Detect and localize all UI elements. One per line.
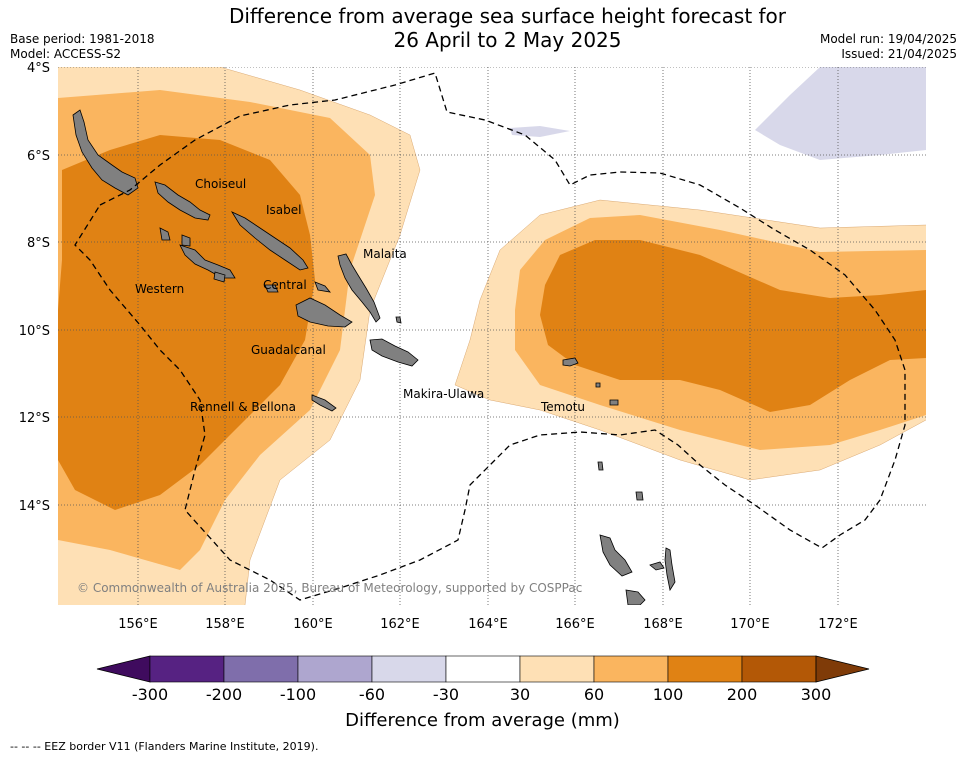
- colorbar-label: 30: [510, 685, 530, 704]
- vanikoro-island: [609, 399, 619, 406]
- label-makira-ulawa: Makira-Ulawa: [403, 387, 484, 401]
- colorbar-swatches: [96, 655, 870, 683]
- vella-lavella-island: [159, 227, 171, 241]
- colorbar-swatch: [371, 655, 447, 683]
- colorbar-label: -60: [359, 685, 385, 704]
- colorbar-label: -100: [280, 685, 316, 704]
- lat-tick: 14°S: [19, 499, 50, 514]
- issued-date: Issued: 21/04/2025: [841, 47, 957, 61]
- colorbar-swatch: [741, 655, 817, 683]
- florida-islands: [314, 281, 331, 293]
- lon-tick: 168°E: [643, 617, 683, 632]
- label-central: Central: [263, 278, 307, 292]
- colorbar-extend-low: [96, 655, 151, 683]
- colorbar-swatch: [519, 655, 595, 683]
- longitude-tick-labels: 156°E 158°E 160°E 162°E 164°E 166°E 168°…: [118, 617, 858, 632]
- lon-tick: 172°E: [818, 617, 858, 632]
- title-line-2: 26 April to 2 May 2025: [393, 28, 622, 52]
- lon-tick: 170°E: [730, 617, 770, 632]
- model-name: Model: ACCESS-S2: [10, 47, 122, 61]
- lon-tick: 162°E: [380, 617, 420, 632]
- eastern-anomaly-100-200: [540, 240, 926, 412]
- base-period: Base period: 1981-2018: [10, 32, 155, 46]
- title-line-1: Difference from average sea surface heig…: [228, 4, 787, 28]
- eez-footnote: -- -- -- EEZ border V11 (Flanders Marine…: [10, 740, 319, 753]
- model-run: Model run: 19/04/2025: [819, 32, 957, 46]
- lon-tick: 164°E: [468, 617, 508, 632]
- chart-title: Difference from average sea surface heig…: [160, 4, 855, 52]
- map-figure: Choiseul Isabel Malaita Western Central …: [19, 61, 926, 632]
- lat-tick: 6°S: [27, 149, 50, 164]
- colorbar-title: Difference from average (mm): [345, 710, 620, 731]
- kolombangara-island: [181, 234, 191, 247]
- colorbar-swatch: [223, 655, 299, 683]
- colorbar-swatch: [149, 655, 225, 683]
- banks-islands: [635, 491, 644, 501]
- colorbar: -300 -200 -100 -60 -30 30 60 100 200 300: [96, 655, 870, 704]
- lon-tick: 158°E: [205, 617, 245, 632]
- colorbar-label: -200: [206, 685, 242, 704]
- rennell-island: [311, 394, 337, 412]
- choiseul-island: [154, 181, 211, 221]
- colorbar-label: 60: [584, 685, 604, 704]
- colorbar-label: 200: [727, 685, 758, 704]
- colorbar-extend-high: [815, 655, 870, 683]
- province-labels: Choiseul Isabel Malaita Western Central …: [135, 177, 585, 414]
- rendova-island: [213, 271, 226, 283]
- copyright-notice: © Commonwealth of Australia 2025, Bureau…: [77, 581, 582, 595]
- makira-island: [369, 338, 419, 367]
- colorbar-swatch: [667, 655, 743, 683]
- label-malaita: Malaita: [363, 247, 407, 261]
- islands: [72, 109, 676, 605]
- isabel-island: [230, 211, 309, 271]
- label-guadalcanal: Guadalcanal: [251, 343, 326, 357]
- negative-anomaly-patch-small: [510, 126, 570, 137]
- colorbar-labels: -300 -200 -100 -60 -30 30 60 100 200 300: [132, 685, 831, 704]
- label-isabel: Isabel: [266, 203, 301, 217]
- new-georgia-islands: [179, 244, 236, 279]
- latitude-tick-labels: 4°S 6°S 8°S 10°S 12°S 14°S: [19, 61, 50, 514]
- lat-tick: 10°S: [19, 324, 50, 339]
- lat-tick: 4°S: [27, 61, 50, 76]
- pentecost-island: [649, 561, 665, 571]
- colorbar-label: -300: [132, 685, 168, 704]
- espiritu-santo-island: [599, 534, 633, 577]
- lon-tick: 166°E: [555, 617, 595, 632]
- guadalcanal-island: [295, 297, 353, 328]
- contour-lines: [219, 67, 926, 605]
- lat-tick: 12°S: [19, 411, 50, 426]
- santa-cruz-island: [562, 357, 579, 367]
- malaita-island: [337, 253, 381, 323]
- russell-islands: [264, 284, 279, 293]
- meta-left: Base period: 1981-2018 Model: ACCESS-S2: [10, 32, 155, 62]
- lon-tick: 156°E: [118, 617, 158, 632]
- malekula-island: [625, 589, 646, 605]
- label-temotu: Temotu: [540, 400, 585, 414]
- label-western: Western: [135, 282, 184, 296]
- colorbar-swatch: [297, 655, 373, 683]
- eez-border: [74, 72, 906, 601]
- maewo-island: [664, 547, 676, 592]
- meta-right: Model run: 19/04/2025 Issued: 21/04/2025: [820, 32, 957, 62]
- colorbar-swatch: [445, 655, 521, 683]
- map-plot-area: Choiseul Isabel Malaita Western Central …: [58, 67, 926, 605]
- lat-tick: 8°S: [27, 236, 50, 251]
- south-malaita-island: [395, 316, 402, 324]
- torres-islands: [597, 461, 604, 471]
- utupua-island: [595, 382, 601, 388]
- bougainville-island: [72, 109, 139, 196]
- colorbar-label: 300: [801, 685, 832, 704]
- colorbar-label: 100: [653, 685, 684, 704]
- negative-anomaly-patch-ne: [755, 67, 926, 160]
- colorbar-label: -30: [433, 685, 459, 704]
- label-choiseul: Choiseul: [195, 177, 246, 191]
- label-rennell-bellona: Rennell & Bellona: [190, 400, 296, 414]
- colorbar-swatch: [593, 655, 669, 683]
- lon-tick: 160°E: [293, 617, 333, 632]
